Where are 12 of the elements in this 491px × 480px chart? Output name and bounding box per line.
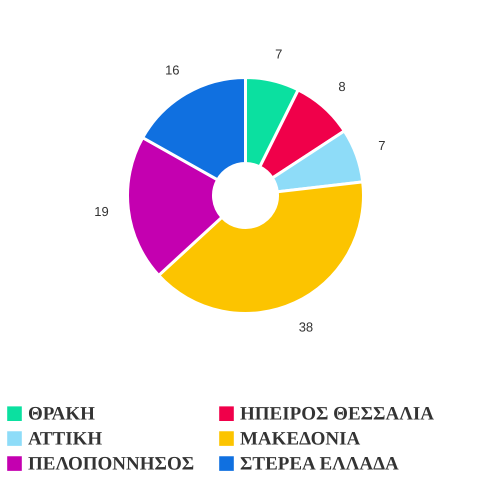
legend-label: ΘΡΑΚΗ [28, 404, 96, 425]
legend-label: ΑΤΤΙΚΗ [28, 428, 102, 450]
data-label: 19 [94, 204, 109, 220]
data-label: 38 [298, 319, 314, 334]
data-label: 7 [378, 138, 386, 154]
legend-label: ΠΕΛΟΠΟΝΝΗΣΟΣ [28, 454, 194, 474]
legend-label: ΗΠΕΙΡΟΣ ΘΕΣΣΑΛΙΑ [240, 404, 434, 425]
legend-label: ΜΑΚΕΔΟΝΙΑ [240, 428, 360, 450]
data-label: 8 [338, 79, 346, 94]
legend-label: ΣΤΕΡΕΑ ΕΛΛΑΔΑ [240, 454, 400, 474]
data-label: 7 [275, 46, 282, 62]
data-label: 16 [165, 62, 180, 78]
